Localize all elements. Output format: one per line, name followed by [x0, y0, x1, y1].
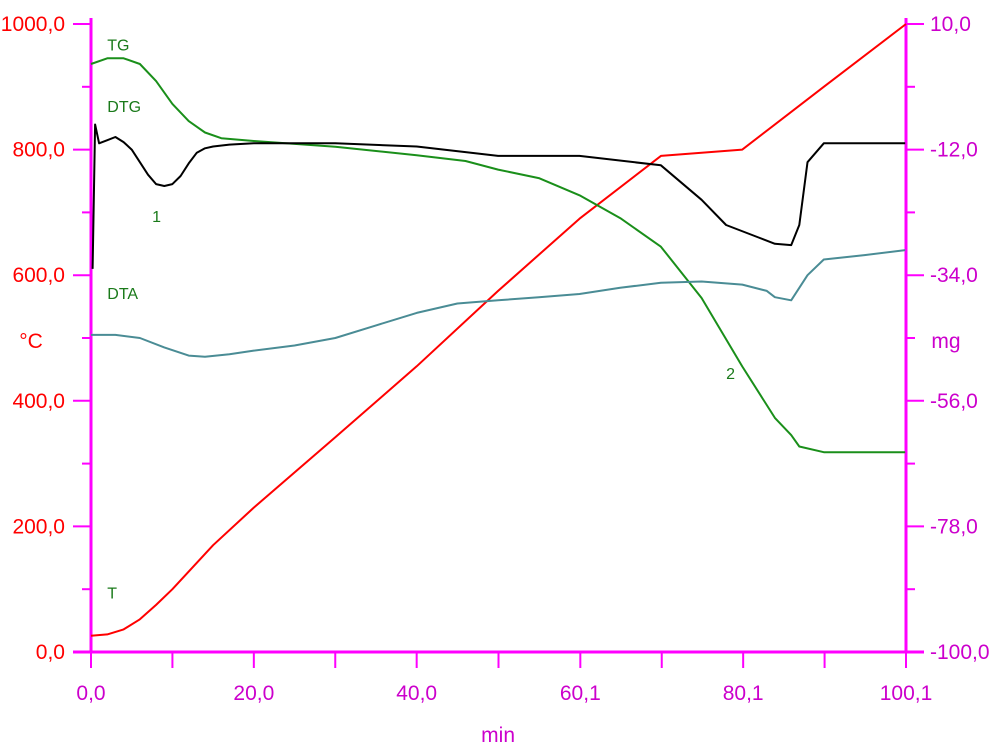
- bottom-tick-label: 60,1: [560, 682, 601, 705]
- left-axis-title: °C: [19, 330, 43, 353]
- annotation-1: 1: [152, 209, 161, 226]
- series-line-dta: [91, 249, 906, 358]
- annotation-t: T: [107, 586, 117, 603]
- right-axis-title: mg: [931, 330, 960, 353]
- left-tick-label: 200,0: [12, 515, 65, 538]
- labels-layer: 0,0 200,0 400,0 600,0 800,0 1000,0 -100,0 -78,0…: [1, 13, 990, 747]
- right-tick-label: -12,0: [930, 139, 978, 162]
- x-axis-title: min: [481, 724, 515, 747]
- bottom-tick-label: 100,1: [880, 682, 933, 705]
- series-layer: [90, 23, 907, 637]
- annotation-layer: TG DTG 1 DTA 2 T: [107, 37, 735, 602]
- left-tick-label: 1000,0: [1, 13, 65, 36]
- bottom-tick-label: 20,0: [233, 682, 274, 705]
- right-tick-label: -56,0: [930, 390, 978, 413]
- bottom-tick-label: 0,0: [76, 682, 105, 705]
- series-line-t: [90, 23, 907, 637]
- right-tick-label: -34,0: [930, 264, 978, 287]
- right-tick-label: -100,0: [930, 641, 990, 664]
- annotation-dtg: DTG: [107, 99, 141, 116]
- left-tick-label: 0,0: [36, 641, 65, 664]
- bottom-tick-label: 80,1: [723, 682, 764, 705]
- series-line-dtg: [91, 123, 906, 269]
- bottom-tick-label: 40,0: [396, 682, 437, 705]
- axes-layer: [73, 18, 924, 668]
- annotation-dta: DTA: [107, 286, 138, 303]
- right-tick-label: -78,0: [930, 515, 978, 538]
- left-tick-label: 400,0: [12, 390, 65, 413]
- series-line-tg: [90, 57, 906, 454]
- annotation-2: 2: [726, 366, 735, 383]
- left-tick-label: 600,0: [12, 264, 65, 287]
- left-tick-label: 800,0: [12, 139, 65, 162]
- right-tick-label: 10,0: [930, 13, 971, 36]
- annotation-tg: TG: [107, 37, 129, 54]
